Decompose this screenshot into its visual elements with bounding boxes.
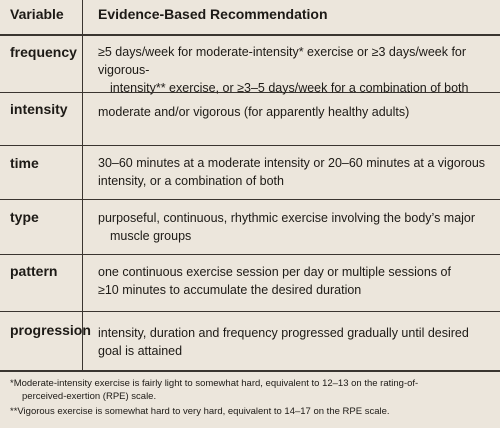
header-variable: Variable	[10, 6, 64, 22]
header-recommendation: Evidence-Based Recommendation	[98, 6, 328, 22]
recommendation-time: 30–60 minutes at a moderate intensity or…	[98, 156, 486, 188]
recommendation-intensity: moderate and/or vigorous (for apparently…	[98, 105, 410, 119]
variable-type: type	[10, 209, 39, 225]
row-divider	[0, 311, 500, 312]
table-row-time: time 30–60 minutes at a moderate intensi…	[0, 146, 500, 199]
variable-progression: progression	[10, 322, 91, 338]
table-header: Variable Evidence-Based Recommendation	[0, 0, 500, 36]
row-divider	[0, 92, 500, 93]
row-divider	[0, 199, 500, 200]
table-row-type: type purposeful, continuous, rhythmic ex…	[0, 200, 500, 254]
variable-time: time	[10, 155, 39, 171]
variable-intensity: intensity	[10, 101, 68, 117]
recommendation-progression: intensity, duration and frequency progre…	[98, 326, 469, 358]
variable-pattern: pattern	[10, 263, 58, 279]
row-divider	[0, 254, 500, 255]
footnote-moderate: *Moderate-intensity exercise is fairly l…	[10, 378, 419, 402]
table-bottom-rule	[0, 370, 500, 372]
table-row-intensity: intensity moderate and/or vigorous (for …	[0, 93, 500, 145]
recommendation-type: purposeful, continuous, rhythmic exercis…	[98, 211, 476, 243]
table-row-frequency: frequency ≥5 days/week for moderate-inte…	[0, 36, 500, 95]
table-row-progression: progression intensity, duration and freq…	[0, 312, 500, 370]
footnote-vigorous: **Vigorous exercise is somewhat hard to …	[10, 406, 390, 417]
recommendation-pattern: one continuous exercise session per day …	[98, 265, 451, 297]
column-divider	[82, 0, 83, 370]
recommendation-frequency: ≥5 days/week for moderate-intensity* exe…	[98, 45, 469, 95]
variable-frequency: frequency	[10, 44, 77, 60]
table-row-pattern: pattern one continuous exercise session …	[0, 255, 500, 311]
row-divider	[0, 145, 500, 146]
